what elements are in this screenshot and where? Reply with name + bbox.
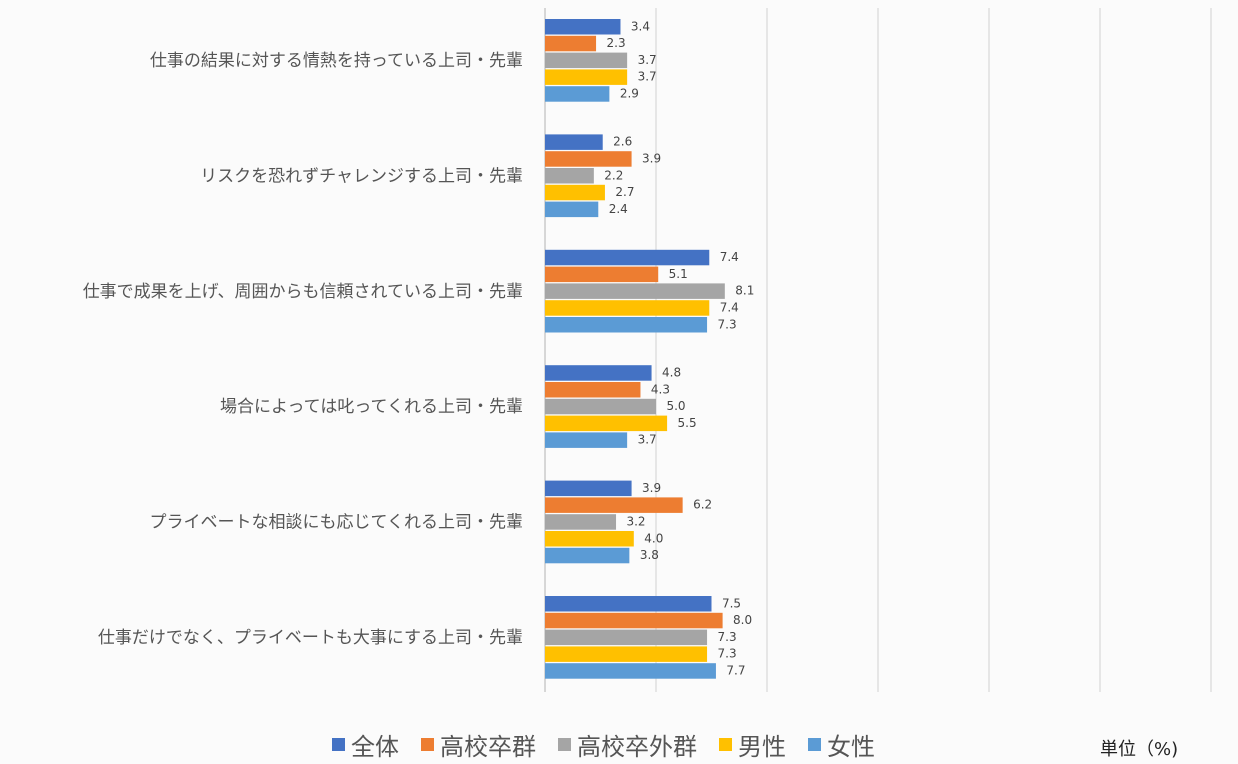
data-label: 3.8 [640,548,659,562]
category-label: 仕事で成果を上げ、周囲からも信頼されている上司・先輩 [83,282,523,302]
bar [545,134,603,150]
legend-label: 高校卒群 [440,732,536,761]
bar [545,35,597,52]
data-label: 7.4 [720,250,739,264]
data-label: 2.6 [613,135,632,149]
data-label: 7.4 [720,300,739,314]
bar [545,415,668,432]
category-label: プライベートな相談にも応じてくれる上司・先輩 [150,513,524,533]
bar [545,201,599,218]
unit-label: 単位（%) [1100,739,1179,760]
bar [545,19,621,35]
bar [545,184,605,201]
data-label: 7.3 [718,630,737,644]
legend-item: 全体 [332,727,399,762]
data-label: 2.9 [620,86,639,100]
data-label: 3.9 [642,151,661,165]
legend-label: 男性 [738,732,786,761]
data-label: 5.0 [666,399,685,413]
bar [545,398,656,415]
data-label: 8.0 [733,613,752,627]
legend-swatch [808,737,821,751]
bar [545,168,594,184]
data-label: 3.7 [638,53,657,67]
bar [545,497,683,513]
bar [545,365,652,381]
data-label: 2.2 [604,168,623,182]
data-label: 2.7 [615,185,634,199]
bar [545,283,725,299]
bar [545,266,659,283]
bar [545,596,712,612]
category-label: 場合によっては叱ってくれる上司・先輩 [220,397,523,417]
bar [545,432,628,448]
legend-swatch [558,737,571,751]
bar [545,531,634,547]
bar [545,612,723,629]
legend-swatch [421,737,434,751]
legend-item: 高校卒群 [421,727,536,762]
chart-legend: 全体 高校卒群 高校卒外群 男性 女性 [332,727,875,762]
legend-item: 男性 [719,727,786,762]
data-label: 4.0 [644,531,663,545]
data-label: 3.7 [638,433,657,447]
bar [545,629,708,646]
data-label: 8.1 [735,284,754,298]
bar [545,249,710,266]
data-label: 5.5 [678,416,697,430]
data-label: 4.8 [662,365,681,379]
category-label: リスクを恐れずチャレンジする上司・先輩 [200,166,523,186]
bar [545,69,628,85]
bar [545,86,610,102]
bar [545,52,628,69]
legend-item: 女性 [808,727,875,762]
data-label: 3.4 [631,19,650,33]
data-label: 4.3 [651,382,670,396]
data-label: 7.3 [718,647,737,661]
legend-swatch [719,737,732,751]
legend-item: 高校卒外群 [558,727,697,762]
data-label: 7.5 [722,596,741,610]
data-label: 5.1 [669,267,688,281]
data-label: 6.2 [693,498,712,512]
legend-label: 高校卒外群 [577,732,697,761]
data-label: 2.4 [609,202,628,216]
data-label: 7.3 [718,317,737,331]
bar [545,663,716,679]
bar [545,514,617,530]
legend-label: 女性 [827,732,875,761]
bar [545,646,708,662]
data-label: 3.9 [642,481,661,495]
bar [545,382,641,398]
category-label: 仕事の結果に対する情熱を持っている上司・先輩 [150,51,523,71]
bar [545,151,632,167]
data-label: 3.7 [638,70,657,84]
legend-swatch [332,737,345,751]
category-label: 仕事だけでなく、プライベートも大事にする上司・先輩 [98,628,523,648]
bar [545,317,708,333]
data-label: 7.7 [726,663,745,677]
legend-label: 全体 [351,732,399,761]
bar [545,300,710,316]
data-label: 3.2 [626,514,645,528]
data-label: 2.3 [607,36,626,50]
bar [545,547,630,564]
bar [545,480,632,497]
